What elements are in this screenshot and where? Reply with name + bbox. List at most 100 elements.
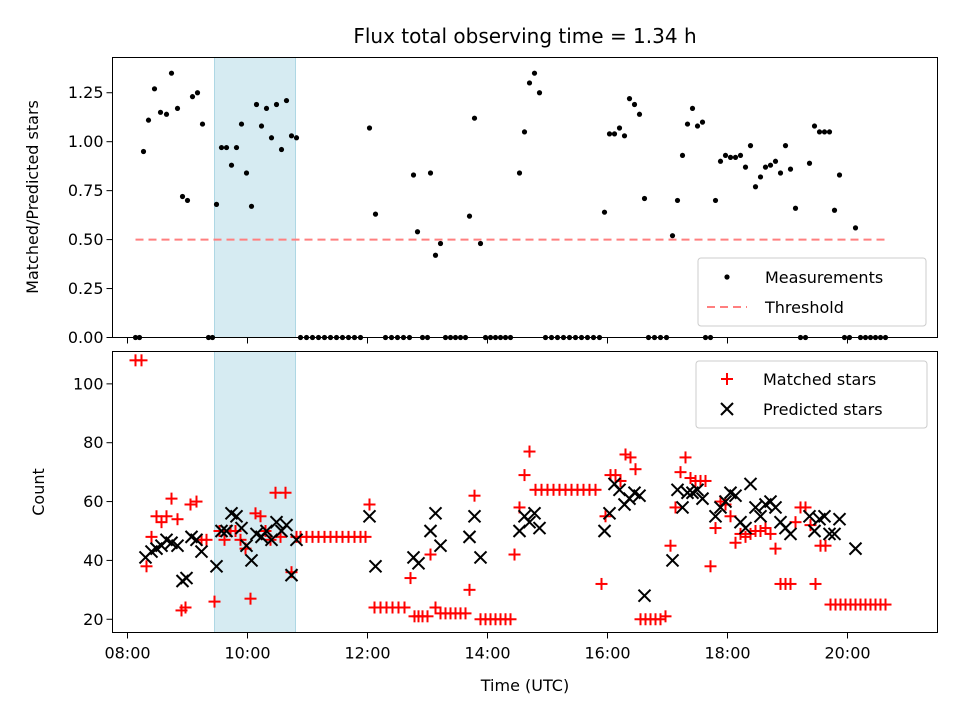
x-b [194,544,209,559]
x-b [209,559,224,574]
matched-star-point [463,583,476,596]
matched-star-point [135,354,148,367]
measurement-point [684,121,691,127]
x-b [597,524,612,538]
top-y-ticks: 0.00 0.25 0.50 0.75 1.00 1.25 [68,83,113,347]
x-b [159,533,174,547]
matched-star-point [629,463,642,476]
measurement-point [782,143,789,149]
measurement-point [278,146,285,153]
predicted-star-point [753,509,768,523]
x-b [748,500,763,515]
predicted-star-point [743,477,758,491]
top-y-tick-label: 0.00 [68,328,104,347]
predicted-star-point [170,538,185,553]
x-b [728,488,743,503]
x-b [527,506,542,521]
measurement-point [669,233,676,239]
bottom-legend-box [695,360,928,429]
measurement-point [831,207,838,213]
measurement-point [601,209,608,215]
predicted-star-point [244,553,259,568]
x-b [723,486,738,500]
measurement-point [811,123,818,129]
x-b [807,524,822,538]
matched-star-point [404,572,417,585]
measurement-point [218,144,225,151]
top-legend-box [697,257,927,327]
x-b [675,500,690,515]
bottom-y-ticks: 20 40 60 80 100 [73,374,113,629]
measurement-point [762,164,769,170]
predicted-star-point [848,541,863,556]
measurement-point [516,170,523,176]
measurement-point [372,211,379,217]
predicted-star-point [695,491,710,506]
x-b [189,533,204,547]
predicted-star-point [284,568,299,582]
measurement-point [288,133,295,139]
x-b [768,500,783,515]
measurement-point [273,101,280,108]
bottom-y-axis-label: Count [29,468,48,516]
top-legend: Measurements Threshold [697,257,927,327]
x-b [627,486,642,500]
matched-star-point [659,610,672,623]
measurement-point [757,174,764,180]
x-b [708,509,723,523]
matched-star-point [200,533,213,546]
predicted-star-point [527,506,542,521]
measurement-point [437,240,444,247]
measurement-point [836,172,843,178]
measurement-point [477,240,484,247]
matched-star-point [709,522,722,535]
measurement-point [636,111,643,117]
x-b [802,509,817,523]
measurement-point [626,96,633,102]
matched-star-point [518,469,531,482]
predicted-star-point [179,571,194,585]
measurement-point [631,101,638,108]
measurement-point [526,80,533,86]
predicted-star-point [748,500,763,515]
predicted-star-point [423,524,438,538]
measurement-point [258,123,265,129]
predicted-star-point [411,556,426,571]
matched-star-point [244,592,257,605]
x-b [433,538,448,553]
predicted-star-point [473,550,488,565]
x-b [783,527,798,541]
matched-star-point [504,613,517,626]
x-tick-label: 14:00 [464,644,510,663]
predicted-star-point [279,518,294,532]
measurement-point [777,170,784,176]
measurement-point [732,154,739,160]
x-b [718,494,733,509]
predicted-star-point [718,494,733,509]
measurement-point [145,117,152,123]
measurement-point [283,97,290,104]
measurement-point [821,129,828,135]
matched-star-point [254,510,267,523]
chart-title: Flux total observing time = 1.34 h [353,24,696,48]
predicted-star-point [690,483,705,497]
predicted-star-point [234,521,249,535]
x-b [423,524,438,538]
matched-star-point [459,607,472,620]
measurement-point [852,225,859,231]
measurement-point [293,135,300,141]
x-b [817,509,832,523]
predicted-star-point [822,527,837,541]
x-b [473,550,488,565]
x-b [362,509,377,523]
matched-stars-points [129,354,892,626]
measurement-point [742,164,749,170]
predicted-star-point [433,538,448,553]
measurement-point [213,201,220,207]
predicted-stars-points [138,477,863,603]
x-b [462,530,477,544]
matched-star-point [879,598,892,611]
predicted-star-point [827,527,842,541]
legend-matched-marker [721,373,733,385]
measurement-point [611,131,618,137]
